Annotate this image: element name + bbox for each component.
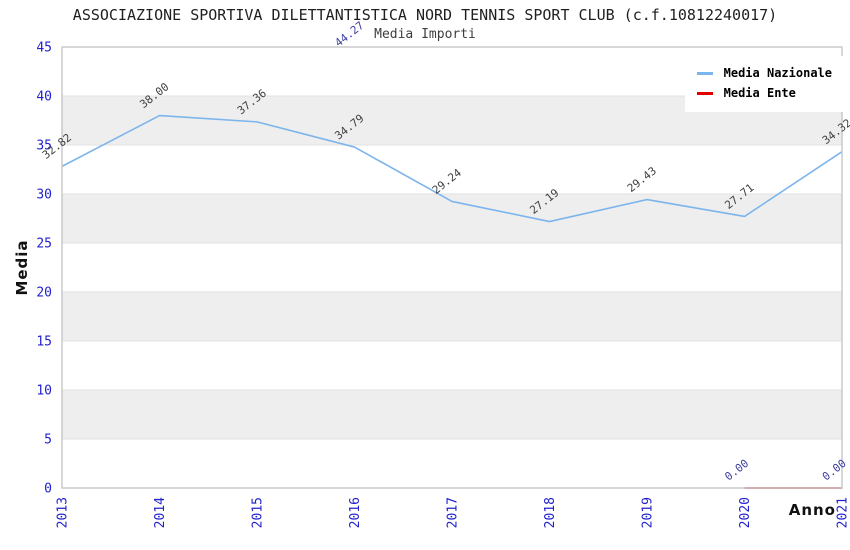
plot-band [62, 145, 842, 194]
x-tick-label: 2014 [153, 497, 168, 528]
legend-label-media-ente: Media Ente [723, 86, 796, 100]
media-ente-value-label: 44.27 [332, 19, 366, 50]
legend: Media Nazionale Media Ente [684, 56, 846, 112]
x-tick-label: 2013 [56, 497, 71, 528]
y-tick-label: 5 [44, 433, 52, 448]
y-tick-label: 35 [36, 139, 52, 154]
x-tick-label: 2020 [738, 497, 753, 528]
y-axis-title: Media [13, 239, 31, 295]
plot-band [62, 439, 842, 488]
y-tick-label: 30 [36, 188, 52, 203]
plot-band [62, 390, 842, 439]
y-tick-label: 0 [44, 482, 52, 497]
y-tick-label: 45 [36, 41, 52, 56]
chart-title: ASSOCIAZIONE SPORTIVA DILETTANTISTICA NO… [72, 6, 778, 24]
media-ente-line-marker-icon [696, 91, 713, 95]
media-nazionale-line [61, 114, 843, 223]
plot-band [62, 341, 842, 390]
x-tick-label: 2018 [543, 497, 558, 528]
y-tick-label: 40 [36, 90, 52, 105]
plot-band [62, 243, 842, 292]
media-nazionale-line-marker-icon [696, 71, 713, 75]
plot-band [62, 292, 842, 341]
x-axis-title: Anno [789, 501, 836, 519]
y-tick-label: 25 [36, 237, 52, 252]
legend-item-media-nazionale: Media Nazionale [696, 66, 832, 80]
y-tick-label: 10 [36, 384, 52, 399]
legend-item-media-ente: Media Ente [696, 86, 832, 100]
y-tick-label: 15 [36, 335, 52, 350]
x-tick-label: 2016 [348, 497, 363, 528]
legend-label-media-nazionale: Media Nazionale [723, 66, 832, 80]
chart-subtitle: Media Importi [374, 27, 476, 42]
x-tick-label: 2015 [251, 497, 266, 528]
x-tick-label: 2019 [641, 497, 656, 528]
plot-border [61, 46, 843, 489]
x-tick-label: 2017 [446, 497, 461, 528]
y-tick-label: 20 [36, 286, 52, 301]
x-tick-label: 2021 [836, 497, 850, 528]
